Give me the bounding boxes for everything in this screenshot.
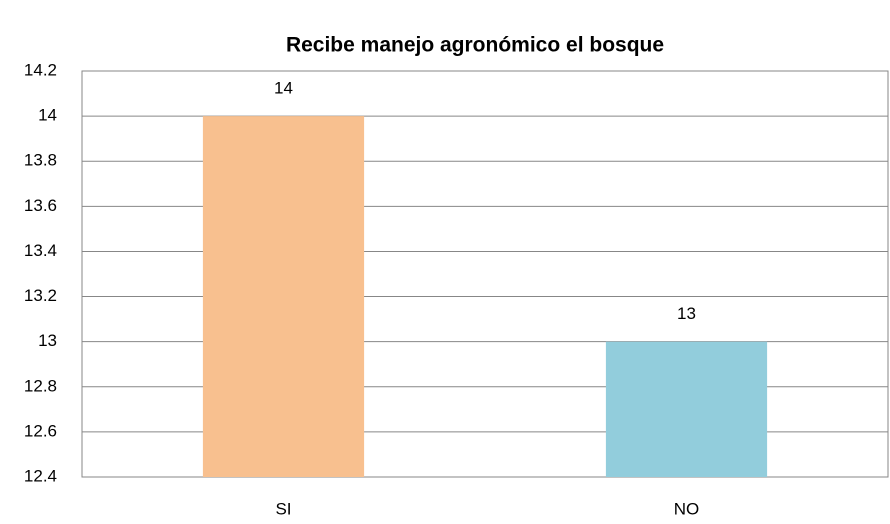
y-tick-label: 13 bbox=[38, 331, 57, 350]
data-label: 14 bbox=[274, 79, 293, 98]
y-tick-label: 12.6 bbox=[24, 421, 57, 440]
y-tick-label: 13.6 bbox=[24, 196, 57, 215]
y-tick-label: 13.8 bbox=[24, 151, 57, 170]
plot-border bbox=[81, 70, 889, 478]
y-tick-label: 13.2 bbox=[24, 286, 57, 305]
bar bbox=[605, 341, 768, 477]
data-label: 13 bbox=[677, 304, 696, 323]
x-tick-label: NO bbox=[674, 499, 700, 518]
y-tick-label: 14.2 bbox=[24, 60, 57, 79]
bar bbox=[202, 116, 365, 477]
y-tick-label: 14 bbox=[38, 106, 57, 125]
y-tick-label: 12.8 bbox=[24, 376, 57, 395]
y-tick-label: 13.4 bbox=[24, 241, 57, 260]
chart-title: Recibe manejo agronómico el bosque bbox=[286, 34, 664, 57]
y-tick-label: 12.4 bbox=[24, 466, 57, 485]
x-tick-label: SI bbox=[275, 499, 291, 518]
